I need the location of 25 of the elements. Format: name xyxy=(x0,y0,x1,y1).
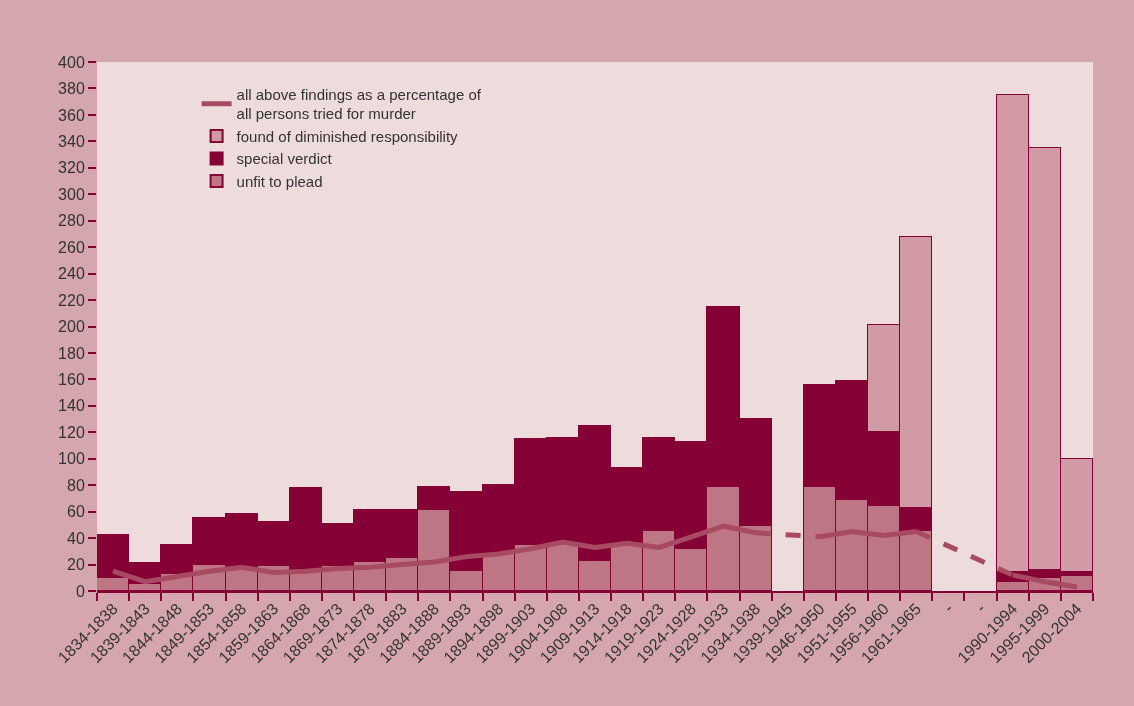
y-tick-label: 60 xyxy=(67,503,85,521)
y-tick-label: 80 xyxy=(67,476,85,494)
y-tick-label: 120 xyxy=(58,423,85,441)
y-tick-label: 400 xyxy=(58,53,85,71)
y-tick-label: 260 xyxy=(58,238,85,256)
y-tick-label: 220 xyxy=(58,291,85,309)
legend-label: unfit to plead xyxy=(236,172,323,190)
y-tick-label: 380 xyxy=(58,80,85,98)
y-tick-label: 240 xyxy=(58,265,85,283)
y-tick-label: 200 xyxy=(58,318,85,336)
y-tick-label: 180 xyxy=(58,344,85,362)
y-tick-label: 100 xyxy=(58,450,85,468)
y-tick-label: 160 xyxy=(58,371,85,388)
legend-label: special verdict xyxy=(236,150,333,168)
y-tick-label: 280 xyxy=(58,212,85,230)
y-tick-label: 340 xyxy=(58,132,85,150)
legend-label: found of diminished responsibility xyxy=(236,127,459,145)
y-tick-label: 140 xyxy=(58,397,85,415)
y-tick-label: 300 xyxy=(58,185,85,203)
y-tick-label: 0 xyxy=(75,582,85,600)
x-tick-label: - xyxy=(940,599,957,616)
y-tick-label: 40 xyxy=(67,529,85,547)
y-tick-label: 20 xyxy=(67,556,85,574)
y-tick-label: 360 xyxy=(58,106,85,124)
y-tick-label: 320 xyxy=(58,159,85,177)
